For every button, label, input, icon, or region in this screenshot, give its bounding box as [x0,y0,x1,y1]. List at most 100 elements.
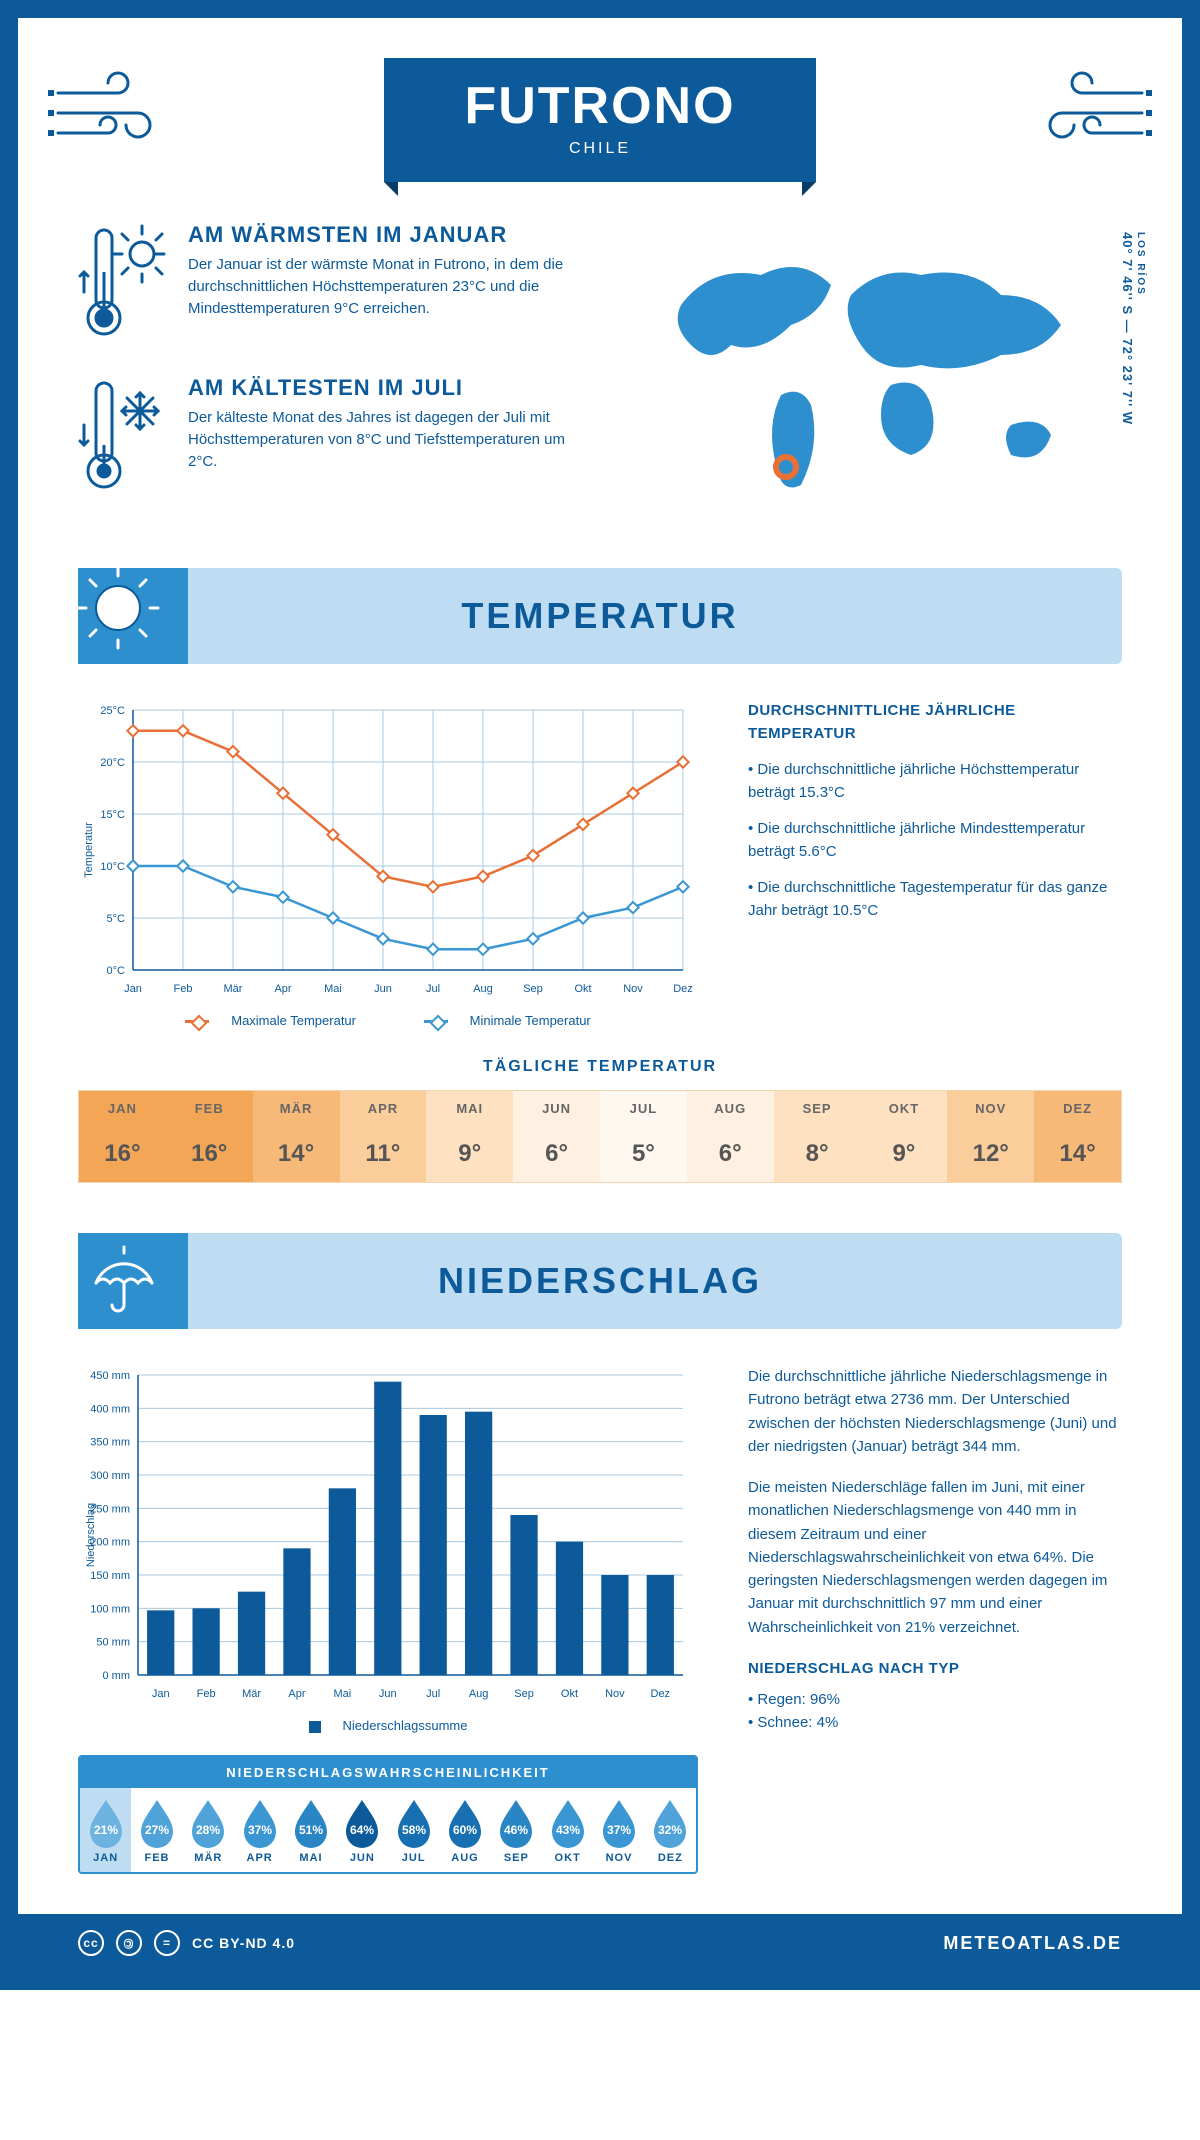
footer: cc 🄯 = CC BY-ND 4.0 METEOATLAS.DE [18,1914,1182,1972]
probability-drop: 64% JUN [337,1788,388,1872]
svg-text:20°C: 20°C [100,757,125,769]
svg-text:Jan: Jan [152,1688,170,1700]
svg-text:450 mm: 450 mm [90,1370,130,1382]
daily-temp-value: 14° [253,1126,340,1182]
coldest-title: AM KÄLTESTEN IM JULI [188,375,580,401]
svg-text:Sep: Sep [514,1688,534,1700]
svg-text:5°C: 5°C [107,913,126,925]
daily-temp-value: 12° [947,1126,1034,1182]
svg-text:Aug: Aug [469,1688,489,1700]
svg-text:Apr: Apr [274,983,291,995]
probability-drop: 46% SEP [491,1788,542,1872]
probability-drop: 37% APR [234,1788,285,1872]
svg-text:Mai: Mai [334,1688,352,1700]
month-header: JUN [513,1091,600,1126]
svg-text:0 mm: 0 mm [103,1670,131,1682]
daily-temp-value: 9° [861,1126,948,1182]
svg-text:100 mm: 100 mm [90,1603,130,1615]
svg-text:Okt: Okt [561,1688,578,1700]
svg-text:Dez: Dez [651,1688,671,1700]
svg-text:400 mm: 400 mm [90,1403,130,1415]
city-name: FUTRONO [464,76,735,136]
probability-drop: 51% MAI [285,1788,336,1872]
daily-temp-value: 8° [774,1126,861,1182]
svg-text:Feb: Feb [174,983,193,995]
svg-text:Jun: Jun [374,983,392,995]
title-banner: FUTRONO CHILE [384,58,815,182]
svg-text:Okt: Okt [574,983,591,995]
thermometer-sun-icon [78,222,168,342]
month-header: JAN [79,1091,166,1126]
month-header: MAI [426,1091,513,1126]
month-header: APR [340,1091,427,1126]
svg-text:51%: 51% [299,1823,323,1837]
svg-text:21%: 21% [94,1823,118,1837]
svg-text:Jul: Jul [426,983,440,995]
coldest-fact: AM KÄLTESTEN IM JULI Der kälteste Monat … [78,375,580,500]
daily-temp-value: 16° [166,1126,253,1182]
nd-icon: = [154,1930,180,1956]
svg-text:37%: 37% [607,1823,631,1837]
country-name: CHILE [464,140,735,158]
month-header: AUG [687,1091,774,1126]
svg-text:Apr: Apr [288,1688,305,1700]
daily-temp-value: 11° [340,1126,427,1182]
probability-drop: 32% DEZ [645,1788,696,1872]
svg-text:350 mm: 350 mm [90,1437,130,1449]
probability-drop: 43% OKT [542,1788,593,1872]
warmest-text: Der Januar ist der wärmste Monat in Futr… [188,254,580,319]
umbrella-icon [78,1233,188,1329]
temperature-chart: 0°C5°C10°C15°C20°C25°CJanFebMärAprMaiJun… [78,700,698,1028]
by-icon: 🄯 [116,1930,142,1956]
coordinates: LOS RÍOS 40° 7' 46'' S — 72° 23' 7'' W [1120,232,1146,425]
probability-drop: 21% JAN [80,1788,131,1872]
daily-temp-value: 14° [1034,1126,1121,1182]
header: FUTRONO CHILE [78,58,1122,182]
wind-icon [1032,68,1152,158]
svg-text:60%: 60% [453,1823,477,1837]
svg-text:0°C: 0°C [107,965,126,977]
svg-text:Mär: Mär [242,1688,261,1700]
svg-text:64%: 64% [350,1823,374,1837]
thermometer-snow-icon [78,375,168,495]
month-header: JUL [600,1091,687,1126]
svg-text:37%: 37% [248,1823,272,1837]
temperature-section-header: TEMPERATUR [78,568,1122,664]
precip-title: NIEDERSCHLAG [438,1260,762,1302]
daily-temp-value: 6° [687,1126,774,1182]
temperature-legend: Maximale Temperatur Minimale Temperatur [78,1013,698,1028]
svg-text:Nov: Nov [605,1688,625,1700]
coldest-text: Der kälteste Monat des Jahres ist dagege… [188,407,580,472]
svg-text:Jul: Jul [426,1688,440,1700]
precip-probability-box: NIEDERSCHLAGSWAHRSCHEINLICHKEIT 21% JAN … [78,1755,698,1874]
precip-section-header: NIEDERSCHLAG [78,1233,1122,1329]
svg-text:Temperatur: Temperatur [83,822,95,878]
svg-text:32%: 32% [658,1823,682,1837]
svg-text:28%: 28% [196,1823,220,1837]
probability-drop: 27% FEB [131,1788,182,1872]
infographic-page: FUTRONO CHILE [0,0,1200,1990]
month-header: SEP [774,1091,861,1126]
month-header: DEZ [1034,1091,1121,1126]
precip-summary: Die durchschnittliche jährliche Niedersc… [748,1365,1122,1874]
probability-drop: 60% AUG [439,1788,490,1872]
wind-icon [48,68,168,158]
precip-chart: 0 mm50 mm100 mm150 mm200 mm250 mm300 mm3… [78,1365,698,1874]
svg-text:150 mm: 150 mm [90,1570,130,1582]
daily-temp-table: JANFEBMÄRAPRMAIJUNJULAUGSEPOKTNOVDEZ16°1… [78,1090,1122,1183]
month-header: FEB [166,1091,253,1126]
svg-text:Aug: Aug [473,983,493,995]
probability-drop: 37% NOV [593,1788,644,1872]
month-header: OKT [861,1091,948,1126]
svg-text:Niederschlag: Niederschlag [85,1503,97,1567]
sun-icon [78,568,188,664]
daily-temp-value: 16° [79,1126,166,1182]
site-name: METEOATLAS.DE [943,1933,1122,1954]
svg-text:46%: 46% [504,1823,528,1837]
svg-text:15°C: 15°C [100,809,125,821]
probability-drop: 58% JUL [388,1788,439,1872]
svg-text:27%: 27% [145,1823,169,1837]
daily-temp-value: 5° [600,1126,687,1182]
month-header: MÄR [253,1091,340,1126]
svg-text:Jan: Jan [124,983,142,995]
